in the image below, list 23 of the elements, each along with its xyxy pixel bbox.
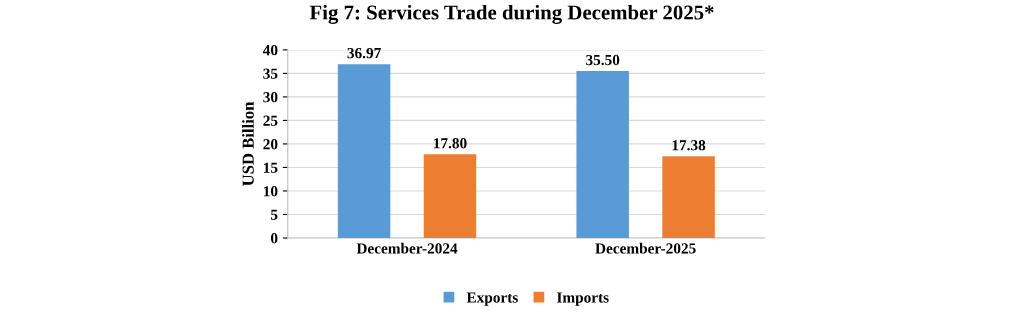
legend-label: Imports (556, 292, 609, 306)
y-tick-label: 35 (263, 68, 278, 79)
data-label: 17.80 (434, 138, 467, 149)
y-tick-label: 20 (263, 139, 278, 150)
data-label: 35.50 (586, 54, 620, 66)
bar (337, 64, 391, 238)
y-tick-label: 25 (263, 115, 278, 126)
y-tick-label: 30 (263, 92, 278, 103)
legend-label: Exports (466, 292, 518, 306)
data-label: 17.38 (672, 140, 706, 151)
x-tick-label: December-2024 (356, 242, 458, 254)
bar (423, 154, 477, 238)
y-tick-label: 10 (263, 186, 278, 197)
y-axis-title: USD Billion (242, 101, 254, 186)
data-label: 36.97 (347, 47, 381, 59)
y-tick-label: 5 (270, 209, 278, 220)
bar (662, 156, 715, 238)
chart-title: Fig 7: Services Trade during December 2025* (309, 4, 714, 24)
y-tick-label: 0 (270, 233, 278, 244)
y-tick-label: 40 (262, 45, 278, 56)
y-tick-label: 15 (263, 162, 278, 173)
bar (576, 71, 629, 238)
x-tick-label: December-2025 (595, 242, 696, 254)
